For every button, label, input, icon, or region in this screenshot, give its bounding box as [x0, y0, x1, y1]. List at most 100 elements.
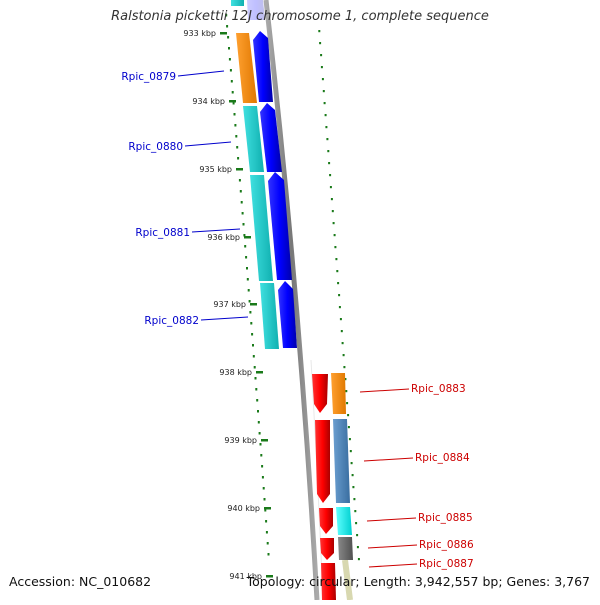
ring-dot — [253, 366, 256, 369]
ring-dot — [327, 150, 330, 153]
ring-dot — [265, 531, 268, 534]
forward-cog-bars — [231, 0, 279, 349]
ring-dot — [249, 311, 252, 314]
ring-dot — [320, 54, 323, 57]
gene-label[interactable]: Rpic_0881 — [135, 227, 190, 239]
gene-leader-line — [200, 316, 249, 321]
cog-bar-rpic-0880 — [243, 106, 264, 172]
ring-dot — [257, 410, 259, 413]
gene-label[interactable]: Rpic_0886 — [419, 539, 474, 551]
inner-ring-dots — [225, 14, 270, 556]
kbp-axis: 933 kbp 934 kbp 935 kbp 936 kbp 937 kbp 938 k… — [183, 29, 273, 581]
gene-leader-line — [184, 141, 232, 147]
ring-dot — [351, 474, 354, 477]
ring-dot — [262, 487, 265, 490]
ring-dot — [229, 69, 232, 72]
ring-dot — [318, 30, 321, 33]
cog-bar-rpic-0881 — [250, 175, 273, 281]
ring-dot — [319, 42, 322, 45]
kbp-tick-mark — [236, 168, 243, 171]
ring-dot — [243, 234, 246, 237]
ring-dot — [354, 510, 357, 513]
gene-leader-line — [359, 388, 410, 393]
ring-dot — [335, 258, 338, 261]
ring-dot — [325, 126, 328, 129]
gene-label[interactable]: Rpic_0879 — [121, 71, 176, 83]
ring-dot — [225, 14, 228, 17]
gene-label[interactable]: Rpic_0884 — [415, 452, 470, 464]
kbp-tick-label: 933 kbp — [183, 29, 216, 38]
ring-dot — [248, 300, 251, 303]
ring-dot — [258, 432, 261, 435]
ring-dot — [231, 91, 234, 94]
ring-dot — [264, 509, 267, 512]
kbp-tick-label: 938 kbp — [219, 368, 252, 377]
kbp-tick-label: 941 kbp — [229, 572, 262, 581]
feature-arrow-rpic-0885 — [319, 508, 333, 534]
feature-arrow-rpic-0884 — [315, 420, 330, 503]
ring-dot — [322, 90, 325, 93]
ring-dot — [324, 114, 327, 117]
ring-dot — [323, 102, 326, 105]
cog-bar-rpic-0882 — [260, 283, 279, 349]
sequence-backbone — [263, 0, 320, 601]
ring-dot — [329, 174, 332, 177]
ring-dot — [227, 36, 230, 39]
forward-features — [247, 0, 297, 348]
ring-dot — [346, 402, 349, 405]
ring-dot — [326, 138, 329, 141]
ring-dot — [263, 498, 266, 501]
ring-dot — [242, 223, 245, 226]
ring-dot — [332, 222, 335, 225]
kbp-tick-label: 936 kbp — [207, 233, 240, 242]
ring-dot — [353, 498, 356, 501]
ring-dot — [246, 267, 248, 270]
gene-leader-line — [366, 517, 417, 522]
kbp-tick-mark — [229, 100, 236, 103]
kbp-tick-mark — [250, 303, 257, 306]
ring-dot — [321, 78, 324, 81]
ring-dot — [344, 378, 347, 381]
gene-label[interactable]: Rpic_0885 — [418, 512, 473, 524]
gene-label[interactable]: Rpic_0887 — [419, 558, 474, 570]
feature-arrow-rpic-0879-head — [247, 0, 265, 20]
ring-dot — [328, 162, 331, 165]
ring-dot — [235, 135, 238, 138]
ring-dot — [331, 210, 334, 213]
ring-dot — [345, 390, 348, 393]
cog-bar-rpic-0879 — [236, 33, 257, 103]
cog-bar-rpic-0885 — [336, 507, 352, 535]
gene-label[interactable]: Rpic_0880 — [128, 141, 183, 153]
ring-dot — [237, 157, 240, 160]
gene-label[interactable]: Rpic_0883 — [411, 383, 466, 395]
ring-dot — [245, 256, 248, 259]
backbone-far-edge — [342, 559, 353, 601]
ring-dot — [348, 438, 351, 441]
ring-dot — [241, 212, 244, 215]
ring-dot — [232, 102, 235, 105]
gene-label[interactable]: Rpic_0882 — [144, 315, 199, 327]
ring-dot — [352, 486, 355, 489]
ring-dot — [228, 47, 230, 50]
ring-dot — [338, 306, 341, 309]
ring-dot — [329, 186, 332, 189]
ring-dot — [233, 113, 236, 116]
feature-arrow-rpic-0886 — [320, 538, 334, 560]
ring-dot — [330, 198, 333, 201]
ring-dot — [343, 366, 346, 369]
ring-dot — [355, 522, 358, 525]
ring-dot — [257, 421, 260, 424]
feature-arrow-rpic-0882 — [278, 281, 297, 348]
ring-dot — [265, 520, 268, 523]
gene-leader-line — [368, 563, 418, 568]
ring-dot — [356, 534, 359, 537]
kbp-tick-mark — [244, 236, 251, 239]
ring-dot — [342, 354, 345, 357]
kbp-tick-label: 940 kbp — [227, 504, 260, 513]
ring-dot — [350, 462, 353, 465]
ring-dot — [356, 546, 359, 549]
reverse-cog-bars — [331, 373, 353, 560]
cog-bar-top — [231, 0, 244, 6]
outer-ring-dots — [318, 30, 360, 561]
ring-dot — [252, 344, 254, 347]
